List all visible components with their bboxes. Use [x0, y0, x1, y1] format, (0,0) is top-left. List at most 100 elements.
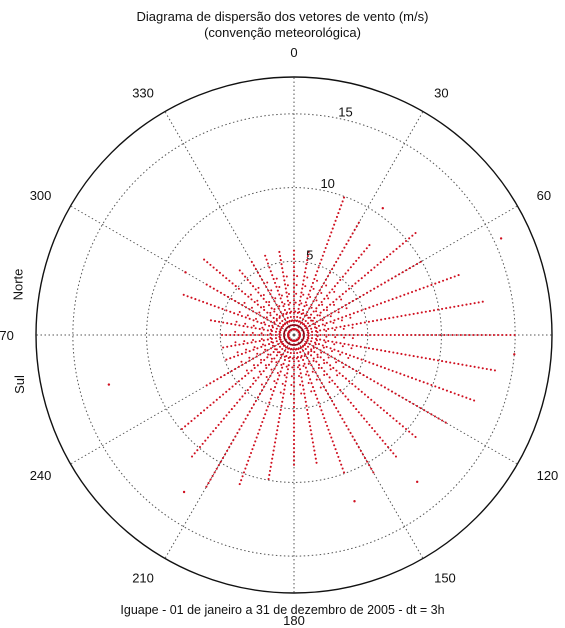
wind-point: [485, 367, 488, 371]
wind-point: [342, 196, 346, 199]
wind-point: [255, 355, 258, 358]
wind-point: [391, 298, 394, 301]
wind-point: [266, 311, 269, 314]
wind-point: [344, 395, 347, 398]
wind-point: [392, 250, 395, 253]
wind-point: [340, 298, 343, 301]
wind-point: [318, 405, 322, 408]
wind-point: [250, 341, 253, 344]
wind-point: [330, 436, 333, 439]
wind-point: [428, 357, 431, 361]
wind-point: [252, 310, 255, 313]
wind-point: [289, 348, 292, 351]
wind-point: [459, 333, 462, 337]
wind-point: [241, 290, 244, 293]
wind-point: [336, 333, 339, 337]
wind-point: [278, 335, 281, 338]
wind-point: [273, 380, 276, 383]
wind-point: [424, 310, 427, 313]
wind-point: [254, 288, 257, 291]
wind-point: [246, 389, 249, 392]
wind-point: [275, 303, 278, 306]
wind-point: [279, 391, 282, 394]
wind-point: [263, 358, 266, 362]
wind-point: [296, 315, 299, 319]
wind-point: [212, 266, 215, 269]
wind-point: [292, 418, 296, 421]
wind-point: [233, 355, 236, 358]
wind-point: [251, 331, 254, 334]
wind-point: [218, 320, 221, 323]
wind-point: [395, 371, 398, 374]
wind-point: [261, 278, 264, 281]
wind-point: [394, 455, 398, 458]
wind-point: [266, 333, 269, 337]
wind-point: [321, 254, 324, 257]
wind-point: [246, 325, 249, 328]
wind-point: [341, 374, 344, 377]
wind-point: [340, 204, 343, 207]
wind-point: [259, 306, 263, 309]
wind-point: [416, 355, 419, 358]
wind-point: [258, 311, 261, 314]
wind-point: [209, 303, 212, 306]
wind-point: [298, 320, 301, 323]
wind-point: [279, 340, 282, 343]
wind-point: [280, 353, 283, 356]
wind-point: [364, 307, 367, 311]
wind-point: [292, 451, 296, 454]
wind-point: [352, 333, 355, 337]
wind-point: [234, 382, 237, 385]
wind-point: [271, 296, 274, 299]
wind-point: [313, 277, 316, 281]
wind-point: [245, 333, 248, 337]
wind-point: [234, 344, 237, 347]
wind-point: [312, 300, 315, 303]
wind-point: [209, 433, 212, 436]
wind-point: [367, 396, 370, 399]
wind-point: [359, 449, 362, 452]
wind-point: [333, 319, 336, 322]
wind-point: [291, 366, 294, 369]
wind-point: [323, 351, 326, 354]
wind-point: [379, 261, 382, 264]
wind-point: [256, 364, 259, 367]
wind-point: [302, 279, 305, 282]
wind-point: [273, 321, 276, 324]
wind-point: [292, 377, 296, 380]
wind-point: [229, 333, 232, 337]
wind-point: [286, 295, 289, 298]
wind-point: [213, 305, 216, 308]
wind-point: [383, 386, 386, 389]
wind-point: [292, 352, 296, 355]
wind-point: [306, 297, 309, 300]
wind-point: [303, 305, 306, 308]
wind-point: [434, 282, 437, 285]
wind-point: [343, 342, 346, 345]
wind-point: [404, 353, 407, 356]
wind-point: [240, 360, 243, 363]
wind-point: [281, 314, 284, 317]
wind-point: [232, 439, 235, 442]
wind-point: [335, 298, 338, 301]
wind-point: [255, 436, 258, 439]
wind-point: [316, 279, 319, 282]
wind-point: [412, 312, 415, 315]
wind-point: [265, 409, 268, 412]
wind-point: [318, 262, 322, 265]
wind-point: [368, 244, 371, 247]
wind-point: [308, 307, 311, 310]
wind-point: [269, 397, 272, 400]
wind-point: [262, 293, 265, 296]
wind-point: [274, 337, 278, 340]
wind-point: [292, 455, 296, 458]
wind-point: [217, 464, 220, 467]
wind-point: [206, 406, 209, 409]
wind-point: [294, 348, 297, 351]
wind-point: [337, 311, 340, 314]
wind-point: [328, 376, 331, 379]
wind-point: [281, 400, 284, 403]
wind-point: [484, 333, 487, 337]
wind-point: [306, 259, 309, 262]
wind-point: [352, 404, 355, 407]
